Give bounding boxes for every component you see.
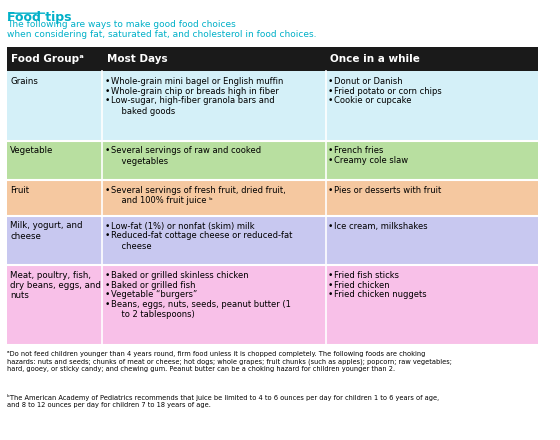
Text: Grains: Grains	[10, 77, 38, 86]
Text: •: •	[105, 186, 110, 195]
Text: •: •	[105, 231, 110, 240]
Text: French fries: French fries	[334, 147, 383, 155]
Text: Baked or grilled skinless chicken: Baked or grilled skinless chicken	[110, 271, 248, 280]
Text: •: •	[105, 87, 110, 95]
Text: Whole-grain chip or breads high in fiber: Whole-grain chip or breads high in fiber	[110, 87, 278, 95]
Text: Several servings of raw and cooked
    vegetables: Several servings of raw and cooked veget…	[110, 147, 260, 166]
Bar	[7, 141, 538, 180]
Text: Milk, yogurt, and
cheese: Milk, yogurt, and cheese	[10, 221, 82, 241]
Text: Reduced-fat cottage cheese or reduced-fat
    cheese: Reduced-fat cottage cheese or reduced-fa…	[110, 231, 292, 251]
Text: ᵇThe American Academy of Pediatrics recommends that juice be limited to 4 to 6 o: ᵇThe American Academy of Pediatrics reco…	[7, 394, 439, 408]
Text: Food tips: Food tips	[7, 11, 71, 25]
Text: Fried chicken: Fried chicken	[334, 281, 389, 290]
Text: Pies or desserts with fruit: Pies or desserts with fruit	[334, 186, 441, 195]
Text: •: •	[105, 147, 110, 155]
Text: •: •	[328, 281, 333, 290]
Text: Vegetable: Vegetable	[10, 146, 53, 155]
Text: Fruit: Fruit	[10, 186, 29, 194]
Text: Most Days: Most Days	[107, 54, 167, 64]
Bar	[7, 180, 538, 216]
Text: •: •	[328, 77, 333, 86]
Text: •: •	[328, 271, 333, 280]
Text: •: •	[105, 271, 110, 280]
Bar	[7, 47, 538, 71]
Text: •: •	[328, 290, 333, 299]
Text: •: •	[105, 290, 110, 299]
Text: Fried potato or corn chips: Fried potato or corn chips	[334, 87, 441, 95]
Text: Ice cream, milkshakes: Ice cream, milkshakes	[334, 222, 427, 231]
Text: Food Groupᵃ: Food Groupᵃ	[11, 54, 84, 64]
Bar	[7, 71, 538, 141]
Text: •: •	[105, 96, 110, 105]
Text: Cookie or cupcake: Cookie or cupcake	[334, 96, 411, 105]
Text: •: •	[328, 87, 333, 95]
Text: Fried chicken nuggets: Fried chicken nuggets	[334, 290, 426, 299]
Text: •: •	[328, 186, 333, 195]
Text: Beans, eggs, nuts, seeds, peanut butter (1
    to 2 tablespoons): Beans, eggs, nuts, seeds, peanut butter …	[110, 300, 291, 319]
Text: •: •	[105, 222, 110, 231]
Text: Creamy cole slaw: Creamy cole slaw	[334, 156, 408, 165]
Text: Donut or Danish: Donut or Danish	[334, 77, 402, 86]
Text: •: •	[328, 222, 333, 231]
Bar	[7, 265, 538, 345]
Text: •: •	[328, 96, 333, 105]
Text: Baked or grilled fish: Baked or grilled fish	[110, 281, 195, 290]
Text: •: •	[105, 77, 110, 86]
Text: Low-sugar, high-fiber granola bars and
    baked goods: Low-sugar, high-fiber granola bars and b…	[110, 96, 274, 116]
Text: Once in a while: Once in a while	[330, 54, 420, 64]
Text: Fried fish sticks: Fried fish sticks	[334, 271, 399, 280]
Text: Meat, poultry, fish,
dry beans, eggs, and
nuts: Meat, poultry, fish, dry beans, eggs, an…	[10, 271, 101, 301]
Text: ᵃDo not feed children younger than 4 years round, firm food unless it is chopped: ᵃDo not feed children younger than 4 yea…	[7, 351, 452, 372]
Text: •: •	[105, 300, 110, 309]
Bar	[7, 216, 538, 265]
Text: Several servings of fresh fruit, dried fruit,
    and 100% fruit juice ᵇ: Several servings of fresh fruit, dried f…	[110, 186, 285, 205]
Text: •: •	[328, 156, 333, 165]
Text: Low-fat (1%) or nonfat (skim) milk: Low-fat (1%) or nonfat (skim) milk	[110, 222, 254, 231]
Text: •: •	[105, 281, 110, 290]
Text: The following are ways to make good food choices
when considering fat, saturated: The following are ways to make good food…	[7, 20, 316, 39]
Text: •: •	[328, 147, 333, 155]
Text: Vegetable “burgers”: Vegetable “burgers”	[110, 290, 197, 299]
Text: Whole-grain mini bagel or English muffin: Whole-grain mini bagel or English muffin	[110, 77, 283, 86]
